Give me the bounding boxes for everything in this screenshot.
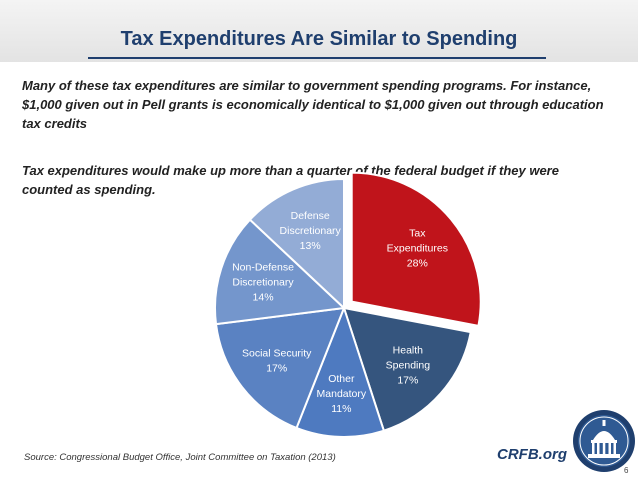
- brand-link[interactable]: CRFB.org: [497, 446, 567, 463]
- pie-label-non-defense-discretionary: Non-Defense Discretionary 14%: [232, 262, 294, 304]
- title-underline: [88, 57, 546, 59]
- summary-paragraph: Tax expenditures would make up more than…: [22, 163, 559, 197]
- page-number: 6: [624, 466, 629, 475]
- header-band: [0, 0, 638, 62]
- pie-slice-social-security: [214, 306, 346, 430]
- pie-slice-health-spending: [342, 306, 472, 432]
- page-title: Tax Expenditures Are Similar to Spending: [120, 28, 518, 50]
- pie-label-social-security: Social Security 17%: [242, 348, 312, 375]
- capitol-seal-icon: [573, 410, 635, 472]
- pie-label-other-mandatory: Other Mandatory 11%: [317, 373, 367, 415]
- intro-paragraph: Many of these tax expenditures are simil…: [22, 78, 604, 131]
- pie-label-health-spending: Health Spending 17%: [386, 344, 431, 386]
- pie-slice-other-mandatory: [295, 305, 386, 438]
- pie-slice-non-defense-discretionary: [214, 218, 347, 326]
- pie-label-tax-expenditures: Tax Expenditures 28%: [387, 227, 448, 269]
- pie-label-defense-discretionary: Defense Discretionary 13%: [280, 210, 342, 252]
- source-note: Source: Congressional Budget Office, Joi…: [24, 452, 336, 463]
